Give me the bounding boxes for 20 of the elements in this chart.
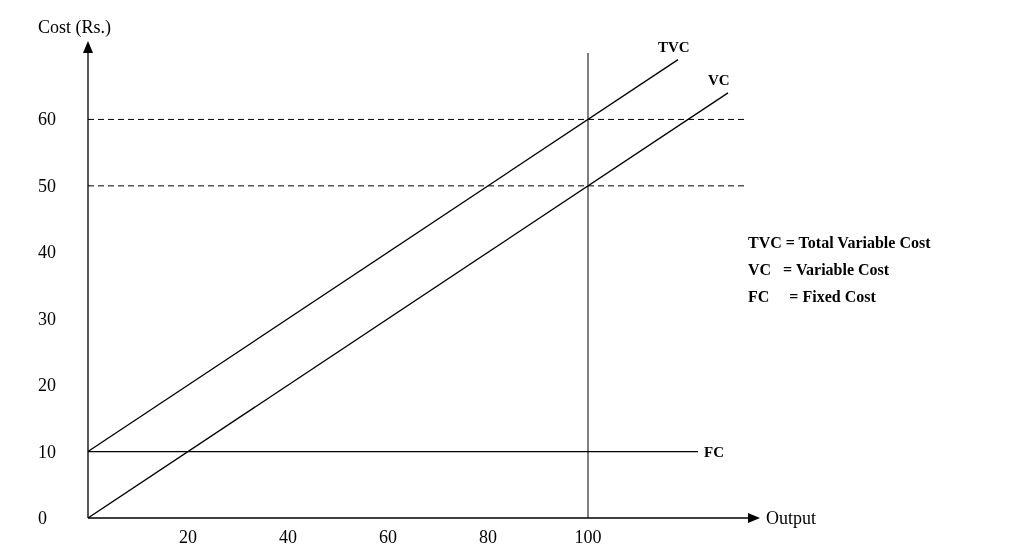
y-tick-label: 0 [38, 508, 47, 528]
y-tick-label: 40 [38, 242, 56, 263]
x-tick-label: 100 [574, 527, 602, 547]
series-label: VC [708, 71, 730, 88]
annotation: TVC = Total Variable Cost [748, 234, 932, 252]
series-label: FC [704, 443, 724, 460]
x-axis-title: Output [766, 508, 817, 528]
y-tick-label: 20 [38, 375, 56, 396]
annotation: FC = Fixed Cost [748, 288, 877, 306]
x-tick-label: 80 [479, 527, 497, 547]
y-axis-title: Cost (Rs.) [38, 17, 112, 38]
x-tick-label: 20 [179, 527, 197, 547]
series-label: TVC [658, 38, 690, 55]
y-tick-label: 50 [38, 175, 56, 196]
y-tick-label: 60 [38, 109, 56, 130]
x-tick-label: 40 [279, 527, 297, 547]
y-tick-label: 10 [38, 441, 56, 462]
annotation: VC = Variable Cost [748, 261, 890, 279]
x-tick-label: 60 [379, 527, 397, 547]
y-tick-label: 30 [38, 308, 56, 329]
